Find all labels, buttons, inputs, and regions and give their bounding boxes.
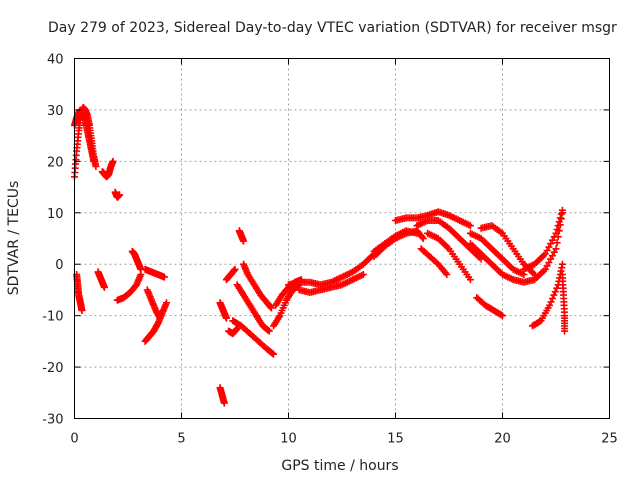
data-point [499, 312, 506, 320]
data-point [553, 226, 561, 233]
data-point [109, 157, 117, 165]
series-arc-30 [466, 229, 528, 278]
series-arc-35 [520, 206, 566, 273]
data-point [220, 399, 228, 407]
series-arc-13 [216, 384, 228, 407]
data-point [231, 265, 239, 273]
series-arc-29 [417, 245, 451, 278]
data-point [551, 288, 559, 296]
series-arc-37 [558, 271, 569, 335]
data-point [552, 245, 560, 253]
data-point [240, 237, 248, 245]
data-point [466, 276, 474, 284]
y-tick-label: 10 [47, 207, 64, 222]
data-point [553, 239, 561, 247]
data-point [222, 314, 230, 322]
y-tick-label: 0 [55, 258, 63, 273]
series-arc-20 [270, 281, 303, 330]
data-point [160, 273, 168, 281]
series-arc-11 [143, 286, 164, 322]
data-point [550, 291, 558, 299]
series-arc-7 [113, 271, 145, 304]
data-point [156, 314, 164, 322]
series-arc-2 [71, 106, 98, 165]
axis-ticks-layer: 0 5 10 15 20 25 -30 -20 -10 0 10 20 30 40 [42, 53, 618, 447]
series-arc-32 [477, 222, 539, 278]
data-point [90, 157, 98, 165]
y-tick-label: 20 [47, 155, 64, 170]
data-point [359, 271, 367, 278]
x-tick-label: 5 [177, 432, 185, 447]
y-tick-label: -30 [42, 413, 63, 428]
data-point [554, 222, 562, 230]
data-point [264, 326, 272, 334]
y-tick-label: 30 [47, 104, 64, 119]
grid-layer [74, 58, 610, 419]
data-point [556, 214, 564, 222]
x-tick-label: 0 [70, 432, 78, 447]
data-point [561, 327, 569, 335]
series-arc-33 [473, 294, 506, 320]
series-arc-18 [233, 281, 273, 335]
series-arc-12 [216, 299, 230, 322]
y-tick-label: -10 [42, 310, 63, 325]
series-arc-28 [424, 229, 474, 284]
x-tick-label: 20 [494, 432, 511, 447]
data-point [553, 284, 561, 292]
data-point [78, 307, 86, 314]
data-point [497, 311, 505, 319]
series-arc-19 [240, 260, 275, 312]
series-arc-16 [235, 227, 248, 245]
data-point [466, 222, 474, 230]
data-point [552, 229, 560, 237]
y-tick-label: -20 [42, 361, 63, 376]
x-axis-title: GPS time / hours [281, 458, 398, 474]
series-arc-14 [222, 265, 239, 284]
series-arc-9 [141, 265, 168, 281]
data-point [100, 283, 108, 291]
data-point [267, 304, 275, 312]
data-point [419, 235, 427, 242]
y-axis-title: SDTVAR / TECUs [6, 181, 22, 296]
data-point [548, 295, 556, 302]
series-arc-4 [94, 268, 108, 291]
data-point [413, 229, 421, 237]
data-point [558, 206, 566, 214]
x-tick-label: 15 [387, 432, 404, 447]
y-tick-label: 40 [47, 53, 64, 68]
series-arc-27 [413, 217, 485, 263]
data-point [268, 349, 276, 357]
data-point [558, 260, 566, 268]
data-point [418, 233, 426, 241]
data-point [92, 163, 100, 170]
plot-frame [74, 58, 610, 419]
series-arc-17 [229, 317, 278, 358]
series-arc-3 [73, 271, 86, 314]
series-arc-6 [111, 188, 123, 201]
data-point [555, 218, 563, 226]
series-arc-5 [98, 157, 117, 181]
data-point [115, 191, 123, 199]
series-arc-26 [392, 208, 474, 230]
data-point [557, 210, 565, 218]
data-point [547, 298, 555, 306]
series-arc-22 [295, 271, 367, 296]
series-arc-23 [285, 250, 378, 289]
series-arc-36 [528, 260, 566, 330]
data-point [270, 350, 278, 358]
chart-title: Day 279 of 2023, Sidereal Day-to-day VTE… [48, 20, 617, 36]
data-points-layer [71, 103, 569, 407]
series-arc-25 [370, 227, 421, 255]
x-tick-label: 25 [601, 432, 618, 447]
data-point [546, 301, 554, 309]
x-tick-label: 10 [280, 432, 297, 447]
data-point [443, 271, 451, 278]
series-arc-8 [128, 247, 145, 273]
series-arc-31 [466, 240, 517, 284]
data-point [163, 299, 171, 307]
data-point [265, 327, 273, 335]
